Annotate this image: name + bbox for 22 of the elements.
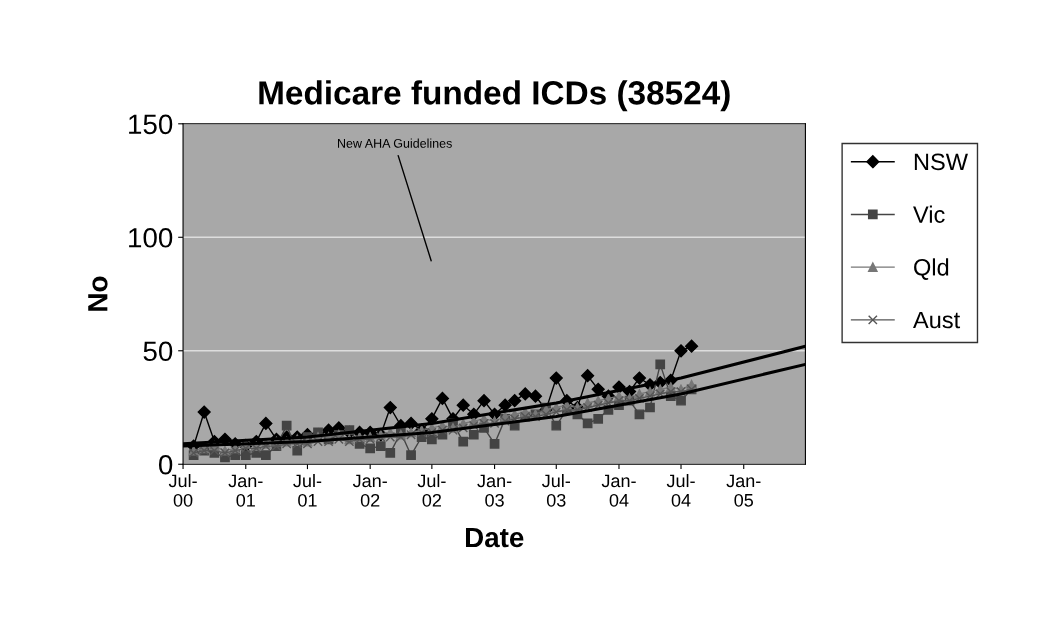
x-tick-label: Jan- 01 bbox=[228, 474, 263, 507]
x-tick-label: Jul- 01 bbox=[293, 473, 322, 507]
x-tick-label: Jan- 05 bbox=[726, 474, 761, 507]
x-tick-label: Jul- 03 bbox=[542, 473, 571, 507]
x-tick-label: Jan- 03 bbox=[477, 474, 512, 507]
y-axis-title: No bbox=[88, 276, 108, 311]
x-tick-label: Jan- 04 bbox=[601, 474, 636, 507]
legend-label: Aust bbox=[913, 311, 961, 329]
y-tick-label: 150 bbox=[129, 114, 173, 135]
x-tick-label: Jul- 04 bbox=[666, 473, 695, 507]
y-tick-label: 50 bbox=[143, 341, 173, 362]
x-tick-label: Jan- 02 bbox=[352, 474, 387, 507]
x-axis-title: Date bbox=[465, 527, 524, 548]
y-tick-label: 0 bbox=[158, 454, 173, 475]
x-tick-label: Jul- 02 bbox=[417, 473, 446, 507]
annotation: New AHA Guidelines bbox=[338, 138, 452, 148]
legend-label: Vic bbox=[913, 205, 945, 223]
x-tick-label: Jul- 00 bbox=[168, 473, 197, 507]
y-tick-label: 100 bbox=[129, 227, 173, 248]
legend-label: Qld bbox=[914, 258, 949, 280]
chart-title: Medicare funded ICDs (38524) bbox=[259, 80, 730, 112]
legend-label: NSW bbox=[914, 153, 968, 171]
